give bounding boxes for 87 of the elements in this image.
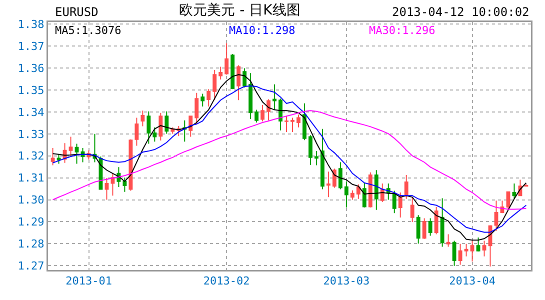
candlestick	[212, 70, 217, 101]
candlestick	[164, 110, 169, 134]
y-tick-label: 1.32	[18, 150, 44, 163]
candlestick	[152, 126, 157, 142]
candlestick	[344, 180, 348, 208]
x-tick-label: 2013-01	[66, 274, 112, 288]
candlestick	[428, 218, 432, 236]
candlestick	[254, 109, 259, 124]
candlestick	[50, 147, 55, 166]
candlestick	[278, 98, 282, 131]
y-tick-label: 1.29	[18, 216, 44, 229]
candlestick	[392, 190, 396, 214]
chart-title: 欧元美元 - 日K线图	[179, 2, 300, 18]
candlestick	[350, 190, 354, 200]
y-tick-label: 1.27	[18, 259, 44, 272]
text: MA10:1.298	[229, 24, 296, 37]
candlestick	[56, 154, 61, 164]
candlestick	[272, 84, 276, 110]
candlestick	[434, 206, 438, 235]
candlestick	[68, 136, 73, 156]
candlestick	[260, 104, 264, 122]
candlestick	[128, 138, 133, 192]
candlestick	[488, 224, 492, 267]
y-tick-label: 1.36	[18, 62, 44, 75]
text: 2013-04-12 10:00:02	[392, 5, 530, 19]
candlestick	[230, 54, 235, 90]
candlestick	[338, 162, 342, 190]
candlestick	[374, 170, 378, 210]
y-tick-label: 1.33	[18, 128, 44, 141]
candlestick	[266, 98, 270, 121]
candlestick	[296, 114, 300, 128]
candlestick	[200, 93, 205, 107]
candlestick	[236, 64, 241, 101]
candlestick	[308, 134, 312, 166]
candlestick	[104, 178, 109, 200]
candlestick	[494, 200, 498, 232]
candlestick	[242, 68, 247, 88]
candlestick	[206, 88, 211, 107]
candlestick	[464, 243, 468, 257]
candlestick	[410, 197, 414, 222]
candlestick	[194, 92, 199, 125]
candlestick	[476, 237, 480, 252]
candlestick	[224, 42, 229, 76]
candlestick	[482, 240, 486, 257]
candlestick	[440, 198, 444, 248]
candlestick	[416, 214, 420, 244]
x-tick-label: 2013-03	[323, 274, 370, 288]
y-tick-label: 1.28	[18, 238, 44, 251]
candlestick	[140, 110, 145, 127]
candlestick	[332, 168, 336, 188]
chart-subtitle: EURUSD	[55, 5, 98, 19]
candlestick	[320, 128, 324, 190]
candlestick	[110, 172, 115, 196]
candlestick	[248, 72, 253, 120]
candlestick	[446, 234, 450, 248]
candlestick	[470, 240, 474, 262]
y-tick-label: 1.35	[18, 84, 44, 97]
x-tick-label: 2013-04	[449, 274, 496, 288]
candlestick	[158, 112, 163, 142]
candlestick	[398, 192, 402, 218]
candlestick	[422, 218, 426, 240]
candlestick	[134, 117, 139, 146]
candlestick	[302, 102, 306, 141]
candlestick	[368, 172, 372, 208]
candlestick	[458, 243, 462, 266]
candlestick	[404, 174, 408, 200]
candlestick	[284, 116, 288, 132]
candlestick	[314, 150, 318, 166]
y-tick-label: 1.38	[18, 18, 44, 32]
candlestick	[146, 110, 151, 144]
candlestick	[290, 117, 294, 132]
candlestick	[512, 183, 516, 200]
candlestick	[362, 182, 366, 208]
candlestick	[326, 171, 330, 198]
y-tick-label: 1.30	[18, 194, 44, 207]
y-tick-label: 1.31	[18, 172, 44, 185]
y-tick-label: 1.37	[18, 40, 44, 53]
candlestick	[122, 177, 127, 192]
candlestick	[356, 184, 360, 200]
candlestick	[74, 143, 79, 164]
text: MA30:1.296	[369, 24, 436, 37]
text: MA5:1.3076	[55, 24, 122, 37]
y-tick-label: 1.34	[18, 106, 45, 119]
line-series	[52, 110, 527, 210]
candlestick	[452, 240, 456, 266]
candlestick	[218, 66, 223, 80]
x-tick-label: 2013-02	[203, 274, 250, 288]
